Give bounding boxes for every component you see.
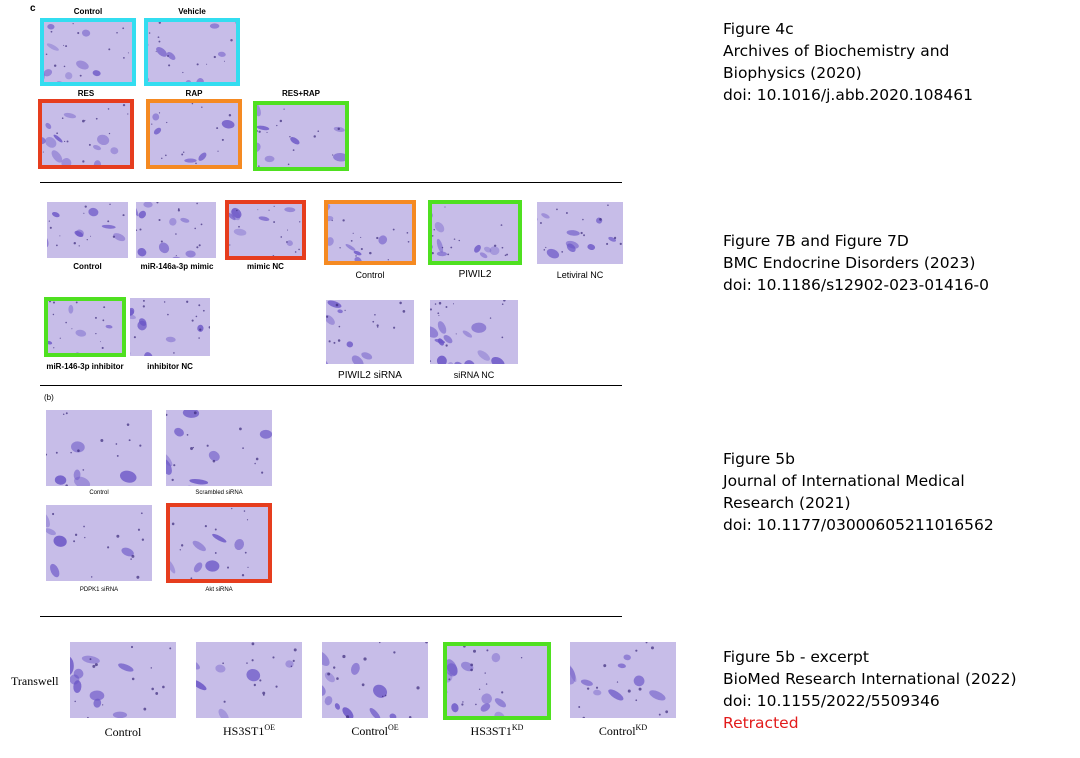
micrograph-letiviral-nc [537,202,623,264]
micrograph-sirna-nc [430,300,518,364]
label-control: Control [73,7,103,16]
label-control-4: Control [89,490,109,496]
separator [40,385,622,386]
micrograph-piwil2-sirna [326,300,414,364]
micrograph-mir-mimic [136,202,216,258]
panel-letter-b: (b) [44,393,54,402]
micrograph-rap [146,99,242,169]
caption-line: BioMed Research International (2022) [723,670,1017,688]
retracted-status: Retracted [723,714,799,732]
caption-figure-7b-7d: Figure 7B and Figure 7D BMC Endocrine Di… [723,230,989,296]
micrograph-hs3st1-oe [196,642,302,718]
micrograph-inhibitor-nc [130,298,210,356]
label-control-3: Control [355,270,385,280]
label-inhibitor-nc: inhibitor NC [147,362,193,371]
label-control-5: Control [104,725,142,739]
micrograph-res-rap [253,101,349,171]
label-hs3st1-kd: HS3ST1KD [470,723,524,738]
separator [40,182,622,183]
micrograph-mir-inhibitor [44,297,126,357]
micrograph-pdpk1-sirna [46,505,152,581]
micrograph-control-5 [70,642,176,718]
caption-line: Archives of Biochemistry and [723,42,950,60]
label-pdpk1-sirna: PDPK1 siRNA [79,587,119,593]
caption-line: Figure 7B and Figure 7D [723,232,909,250]
caption-line: Journal of International Medical [723,472,965,490]
label-rap: RAP [185,89,203,98]
micrograph-res [38,99,134,169]
label-res: RES [77,89,95,98]
label-vehicle: Vehicle [178,7,206,16]
label-sirna-nc: siRNA NC [453,370,495,380]
caption-figure-5b-excerpt: Figure 5b - excerpt BioMed Research Inte… [723,646,1017,734]
label-mir-inhibitor: miR-146-3p inhibitor [46,362,124,371]
micrograph-control-oe [322,642,428,718]
caption-figure-5b: Figure 5b Journal of International Medic… [723,448,994,536]
label-res-rap: RES+RAP [281,89,320,98]
row-label-transwell: Transwell [11,674,59,688]
micrograph-control [40,18,136,86]
micrograph-control-kd [570,642,676,718]
caption-line: doi: 10.1016/j.abb.2020.108461 [723,86,973,104]
micrograph-control-3 [324,200,416,265]
caption-line: BMC Endocrine Disorders (2023) [723,254,976,272]
label-control-kd: ControlKD [598,723,648,738]
label-mir-mimic: miR-146a-3p mimic [140,262,214,271]
caption-line: doi: 10.1186/s12902-023-01416-0 [723,276,990,294]
micrograph-piwil2 [428,200,522,265]
label-scrambled-sirna: Scrambled siRNA [195,490,243,496]
micrograph-control-4 [46,410,152,486]
micrograph-mimic-nc [225,200,306,260]
label-piwil2-sirna: PIWIL2 siRNA [338,370,402,381]
micrograph-scrambled-sirna [166,410,272,486]
label-control-oe: ControlOE [351,723,399,738]
caption-line: doi: 10.1177/03000605211016562 [723,516,994,534]
label-mimic-nc: mimic NC [247,262,284,271]
caption-line: Figure 4c [723,20,794,38]
label-piwil2: PIWIL2 [458,269,492,280]
micrograph-hs3st1-kd [443,642,551,720]
separator [40,616,622,617]
caption-line: Research (2021) [723,494,851,512]
label-control-2: Control [73,262,102,271]
panel-letter-c: c [30,3,36,14]
micrograph-vehicle [144,18,240,86]
label-akt-sirna: Akt siRNA [205,587,233,593]
micrograph-akt-sirna [166,503,272,583]
caption-line: Figure 5b [723,450,795,468]
caption-figure-4c: Figure 4c Archives of Biochemistry and B… [723,18,973,106]
caption-line: Biophysics (2020) [723,64,862,82]
caption-line: Figure 5b - excerpt [723,648,869,666]
caption-line: doi: 10.1155/2022/5509346 [723,692,940,710]
label-letiviral-nc: Letiviral NC [556,270,604,280]
micrograph-control-2 [47,202,128,258]
label-hs3st1-oe: HS3ST1OE [222,723,275,738]
